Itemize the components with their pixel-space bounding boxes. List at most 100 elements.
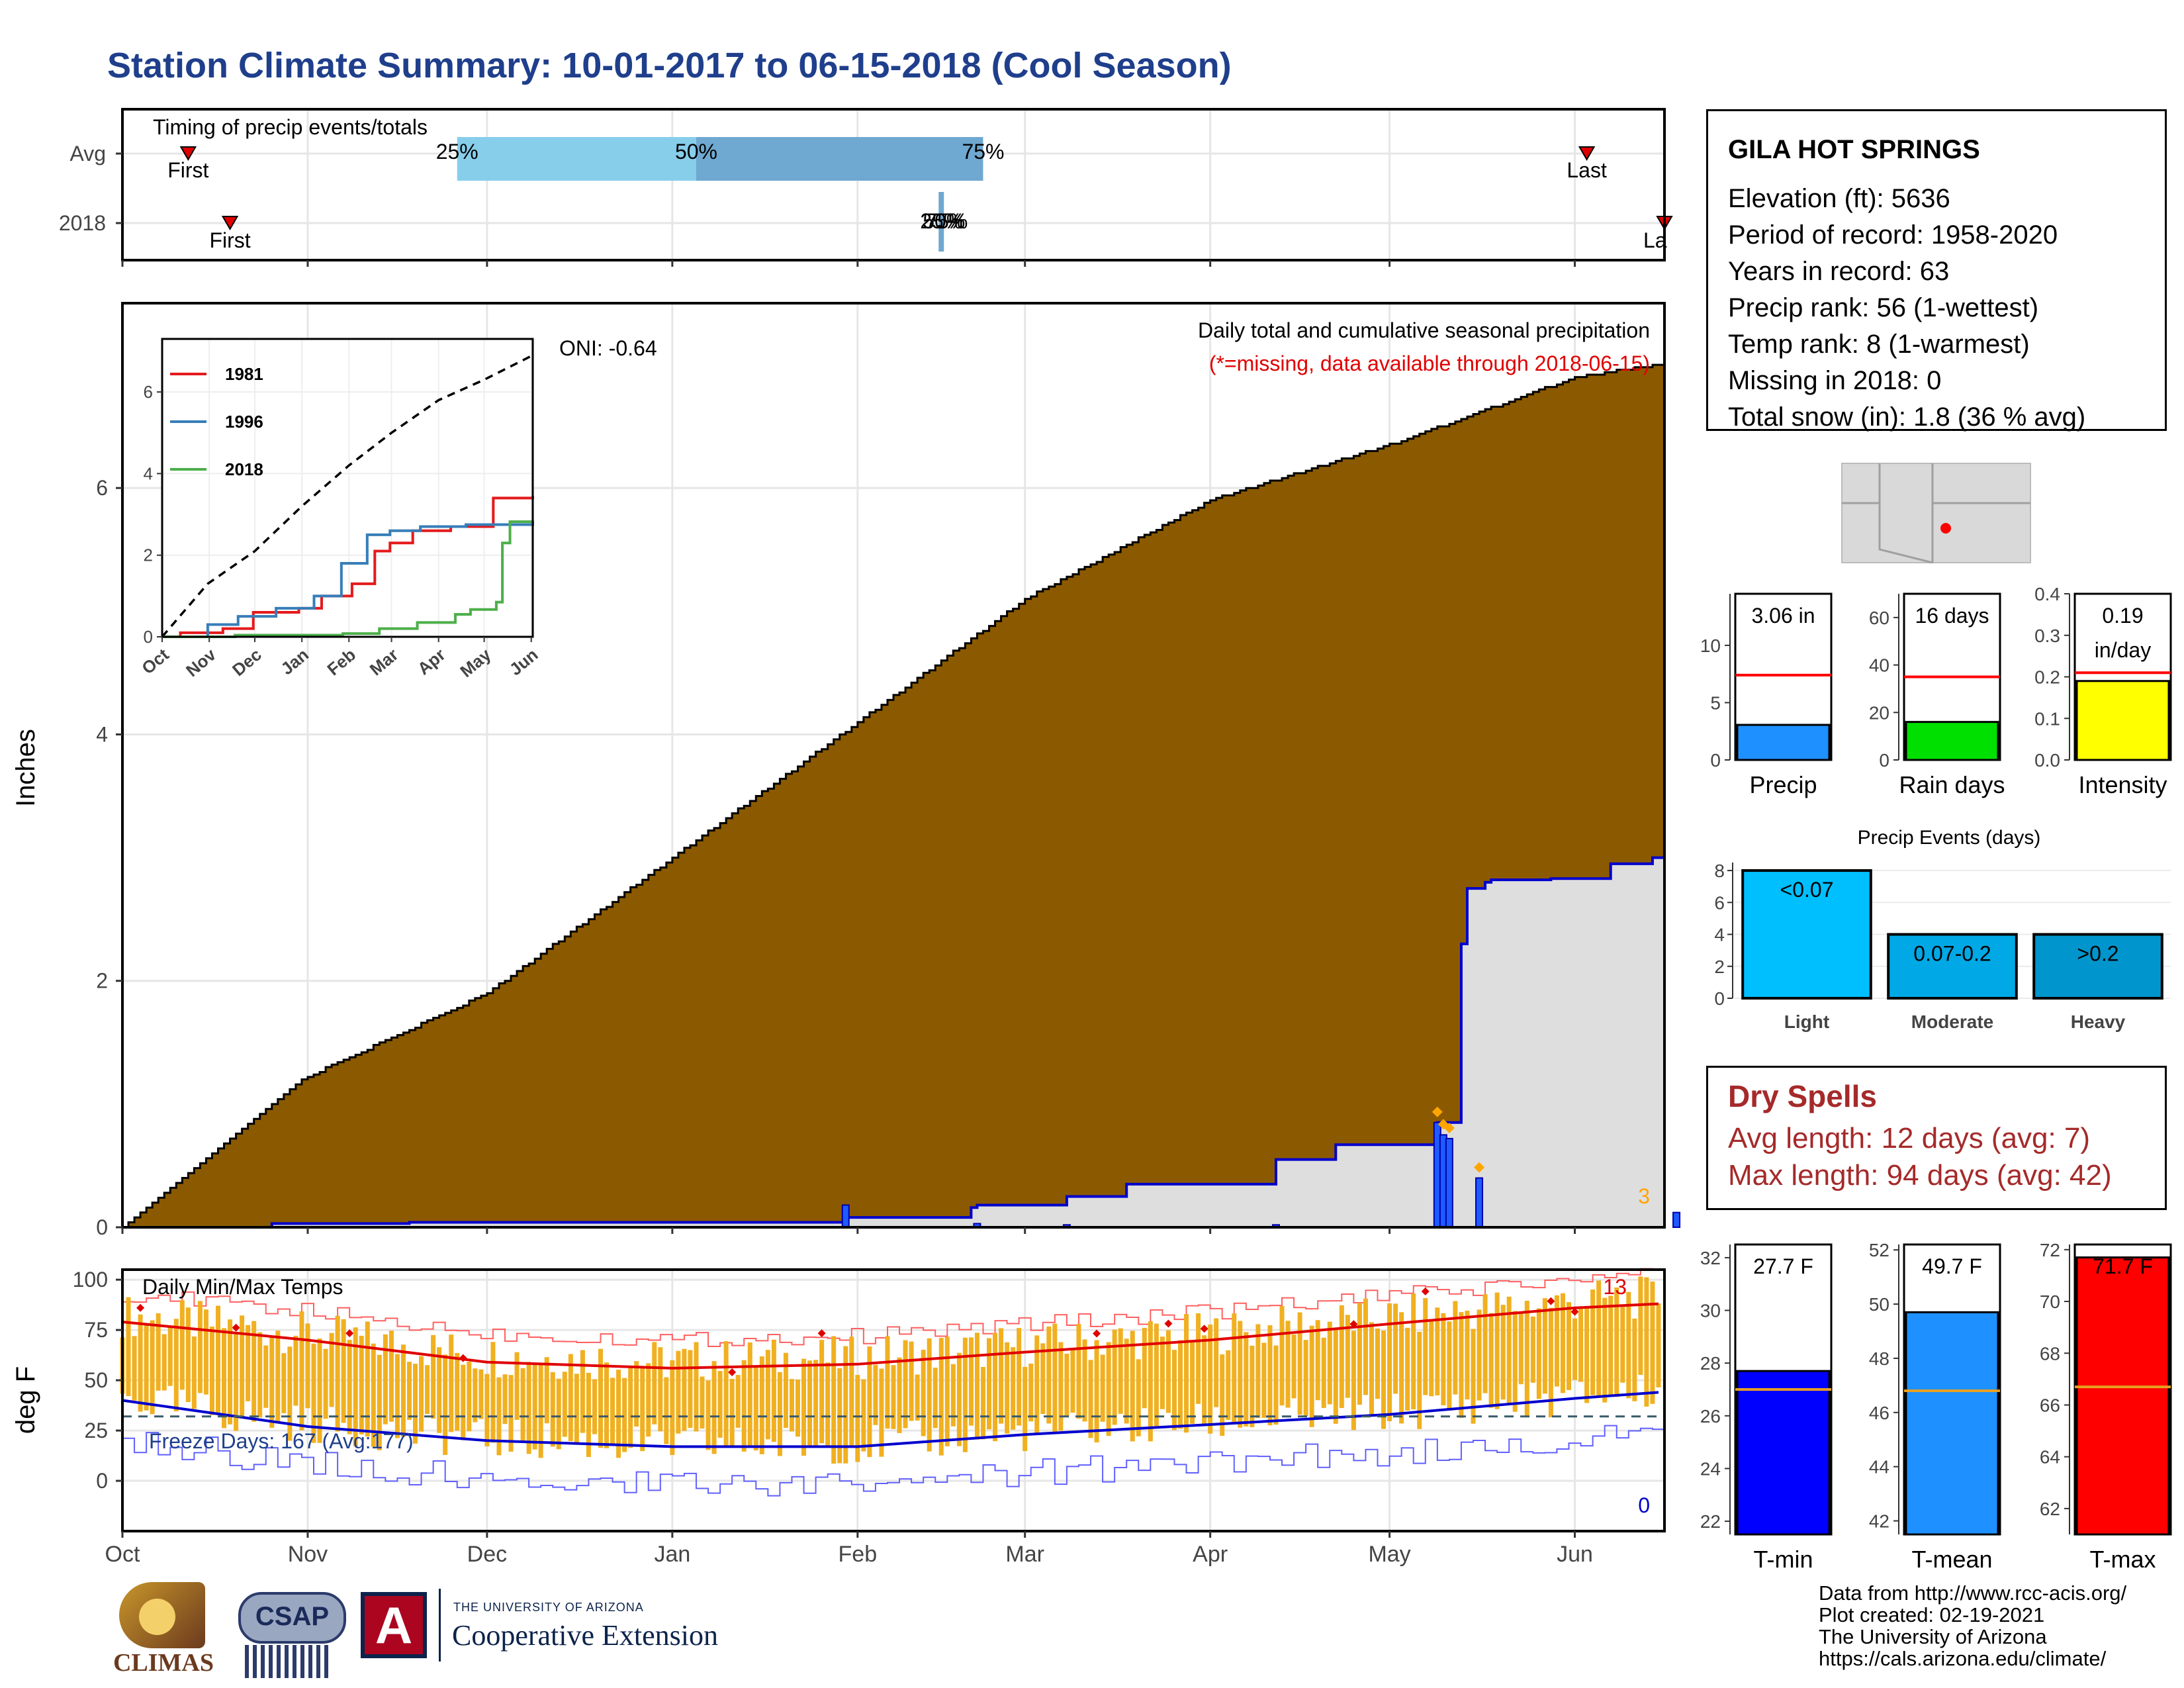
temp-daily-bar [1303,1340,1308,1417]
events-title: Precip Events (days) [1858,827,2041,849]
temp-daily-bar [1506,1296,1512,1403]
tmax-y-tick-label: 62 [2040,1499,2060,1519]
temp-x-tick-label: Dec [467,1542,507,1567]
events-y-tick-label: 0 [1714,988,1725,1009]
temp-daily-bar [735,1375,741,1428]
temp-title: Daily Min/Max Temps [142,1275,343,1299]
temp-daily-bar [508,1375,514,1452]
temp-daily-bar [1273,1345,1279,1425]
temp-daily-bar [670,1360,675,1455]
precip-total-y-tick-label: 5 [1710,692,1721,713]
temp-daily-bar [1375,1328,1381,1399]
timing-2018-first-marker [221,216,239,230]
temp-record-low-line [122,1425,1664,1497]
temp-daily-bar [502,1374,508,1425]
temp-daily-bar [610,1378,615,1446]
temp-daily-bar [222,1328,227,1429]
tmax-y-tick-label: 66 [2040,1395,2060,1415]
precip-subtitle: (*=missing, data available through 2018-… [1209,352,1650,375]
temp-daily-bar [455,1352,460,1431]
precip-total-value-bar [1736,724,1831,761]
precip-extreme-marker [1474,1162,1485,1173]
temp-daily-bar [484,1374,490,1447]
temp-daily-bar [269,1337,275,1428]
temp-daily-bar [240,1315,245,1417]
temp-record-marker [1547,1297,1555,1305]
temp-daily-bar [796,1380,801,1437]
temp-daily-bar [700,1376,705,1429]
rain-days-value-label: 16 days [1915,604,1989,628]
tmax-y-tick-label: 70 [2040,1291,2060,1312]
temp-daily-bar [431,1335,436,1419]
temp-daily-bar [347,1340,352,1434]
temp-y-tick-label: 75 [84,1318,108,1342]
temp-daily-bar [1584,1307,1590,1403]
temp-daily-bar [490,1342,496,1443]
temp-daily-bar [664,1377,669,1444]
temp-daily-bar [1148,1321,1153,1442]
temp-daily-bar [705,1380,711,1450]
precip-y-tick-label: 6 [96,476,108,500]
temp-daily-bar [962,1337,968,1452]
temp-daily-bar [676,1350,681,1434]
temp-daily-bar [1423,1297,1428,1395]
inset-border [161,338,534,638]
temp-daily-bar [879,1368,884,1457]
timing-2018-25-label: 25% [920,209,962,233]
temp-daily-bar [1477,1309,1482,1401]
temp-record-high-line [122,1268,1664,1347]
temp-daily-bar [771,1339,776,1442]
precip-avg-cumulative-line [122,363,1664,1229]
timing-avg-first-label: First [167,158,208,182]
station-temp-rank: Temp rank: 8 (1-warmest) [1728,330,2030,359]
temp-daily-bar [765,1350,770,1440]
dry-spells-title: Dry Spells [1728,1079,1877,1113]
timing-avg-last-label: Last [1567,158,1607,182]
tmin-axis-label: T-min [1754,1546,1813,1573]
temp-record-marker [1421,1287,1430,1295]
temp-daily-bar [1082,1339,1087,1422]
events-bar-light [1741,869,1872,1000]
precip-daily-bar [1445,1137,1453,1229]
temp-daily-bar [209,1327,214,1415]
precip-y-tick-label: 0 [96,1215,108,1239]
temp-daily-bar [1177,1340,1183,1429]
temp-daily-bar [1411,1293,1416,1410]
tmean-y-tick-label: 50 [1869,1294,1889,1315]
temp-daily-bar [753,1366,758,1451]
precip-daily-bar [1672,1211,1681,1228]
events-bar-label: <0.07 [1780,878,1834,902]
temp-daily-bar [634,1361,639,1427]
temp-daily-bar [1226,1350,1231,1420]
temp-daily-bar [849,1336,854,1446]
tmin-y-tick-label: 28 [1700,1353,1721,1374]
precip-daily-bar [1475,1177,1484,1228]
temp-daily-bar [1578,1307,1584,1382]
temp-daily-bar [1196,1313,1201,1404]
temp-daily-bar [1208,1324,1213,1434]
temp-daily-bar [394,1354,400,1438]
temp-daily-bar [1321,1337,1326,1408]
temp-daily-bar [1518,1313,1524,1385]
temp-daily-bar [1309,1325,1314,1427]
temp-daily-bar [544,1357,549,1424]
temp-daily-bar [1620,1307,1625,1383]
temp-daily-bar [419,1356,424,1432]
temp-daily-bar [1250,1345,1255,1428]
temp-daily-bar [132,1336,137,1401]
precip-avg-cumulative-area [122,365,1664,1227]
temp-x-tick-label: Feb [839,1542,878,1567]
temp-record-marker [728,1368,737,1377]
temp-daily-bar [1590,1289,1596,1395]
temp-daily-bar [413,1364,418,1444]
precip-total-axis-label: Precip [1749,771,1817,798]
timing-row-label: Avg [69,142,106,165]
temp-daily-bar [1220,1354,1225,1436]
temp-daily-bar [1100,1354,1105,1422]
temp-daily-bar [1267,1325,1273,1426]
temp-daily-bar [293,1335,298,1406]
precip-y-axis-label: Inches [11,729,40,807]
intensity-y-tick-label: 0.0 [2034,750,2060,771]
credit-org: The University of Arizona [1819,1625,2047,1648]
temp-daily-bar [1160,1336,1165,1409]
